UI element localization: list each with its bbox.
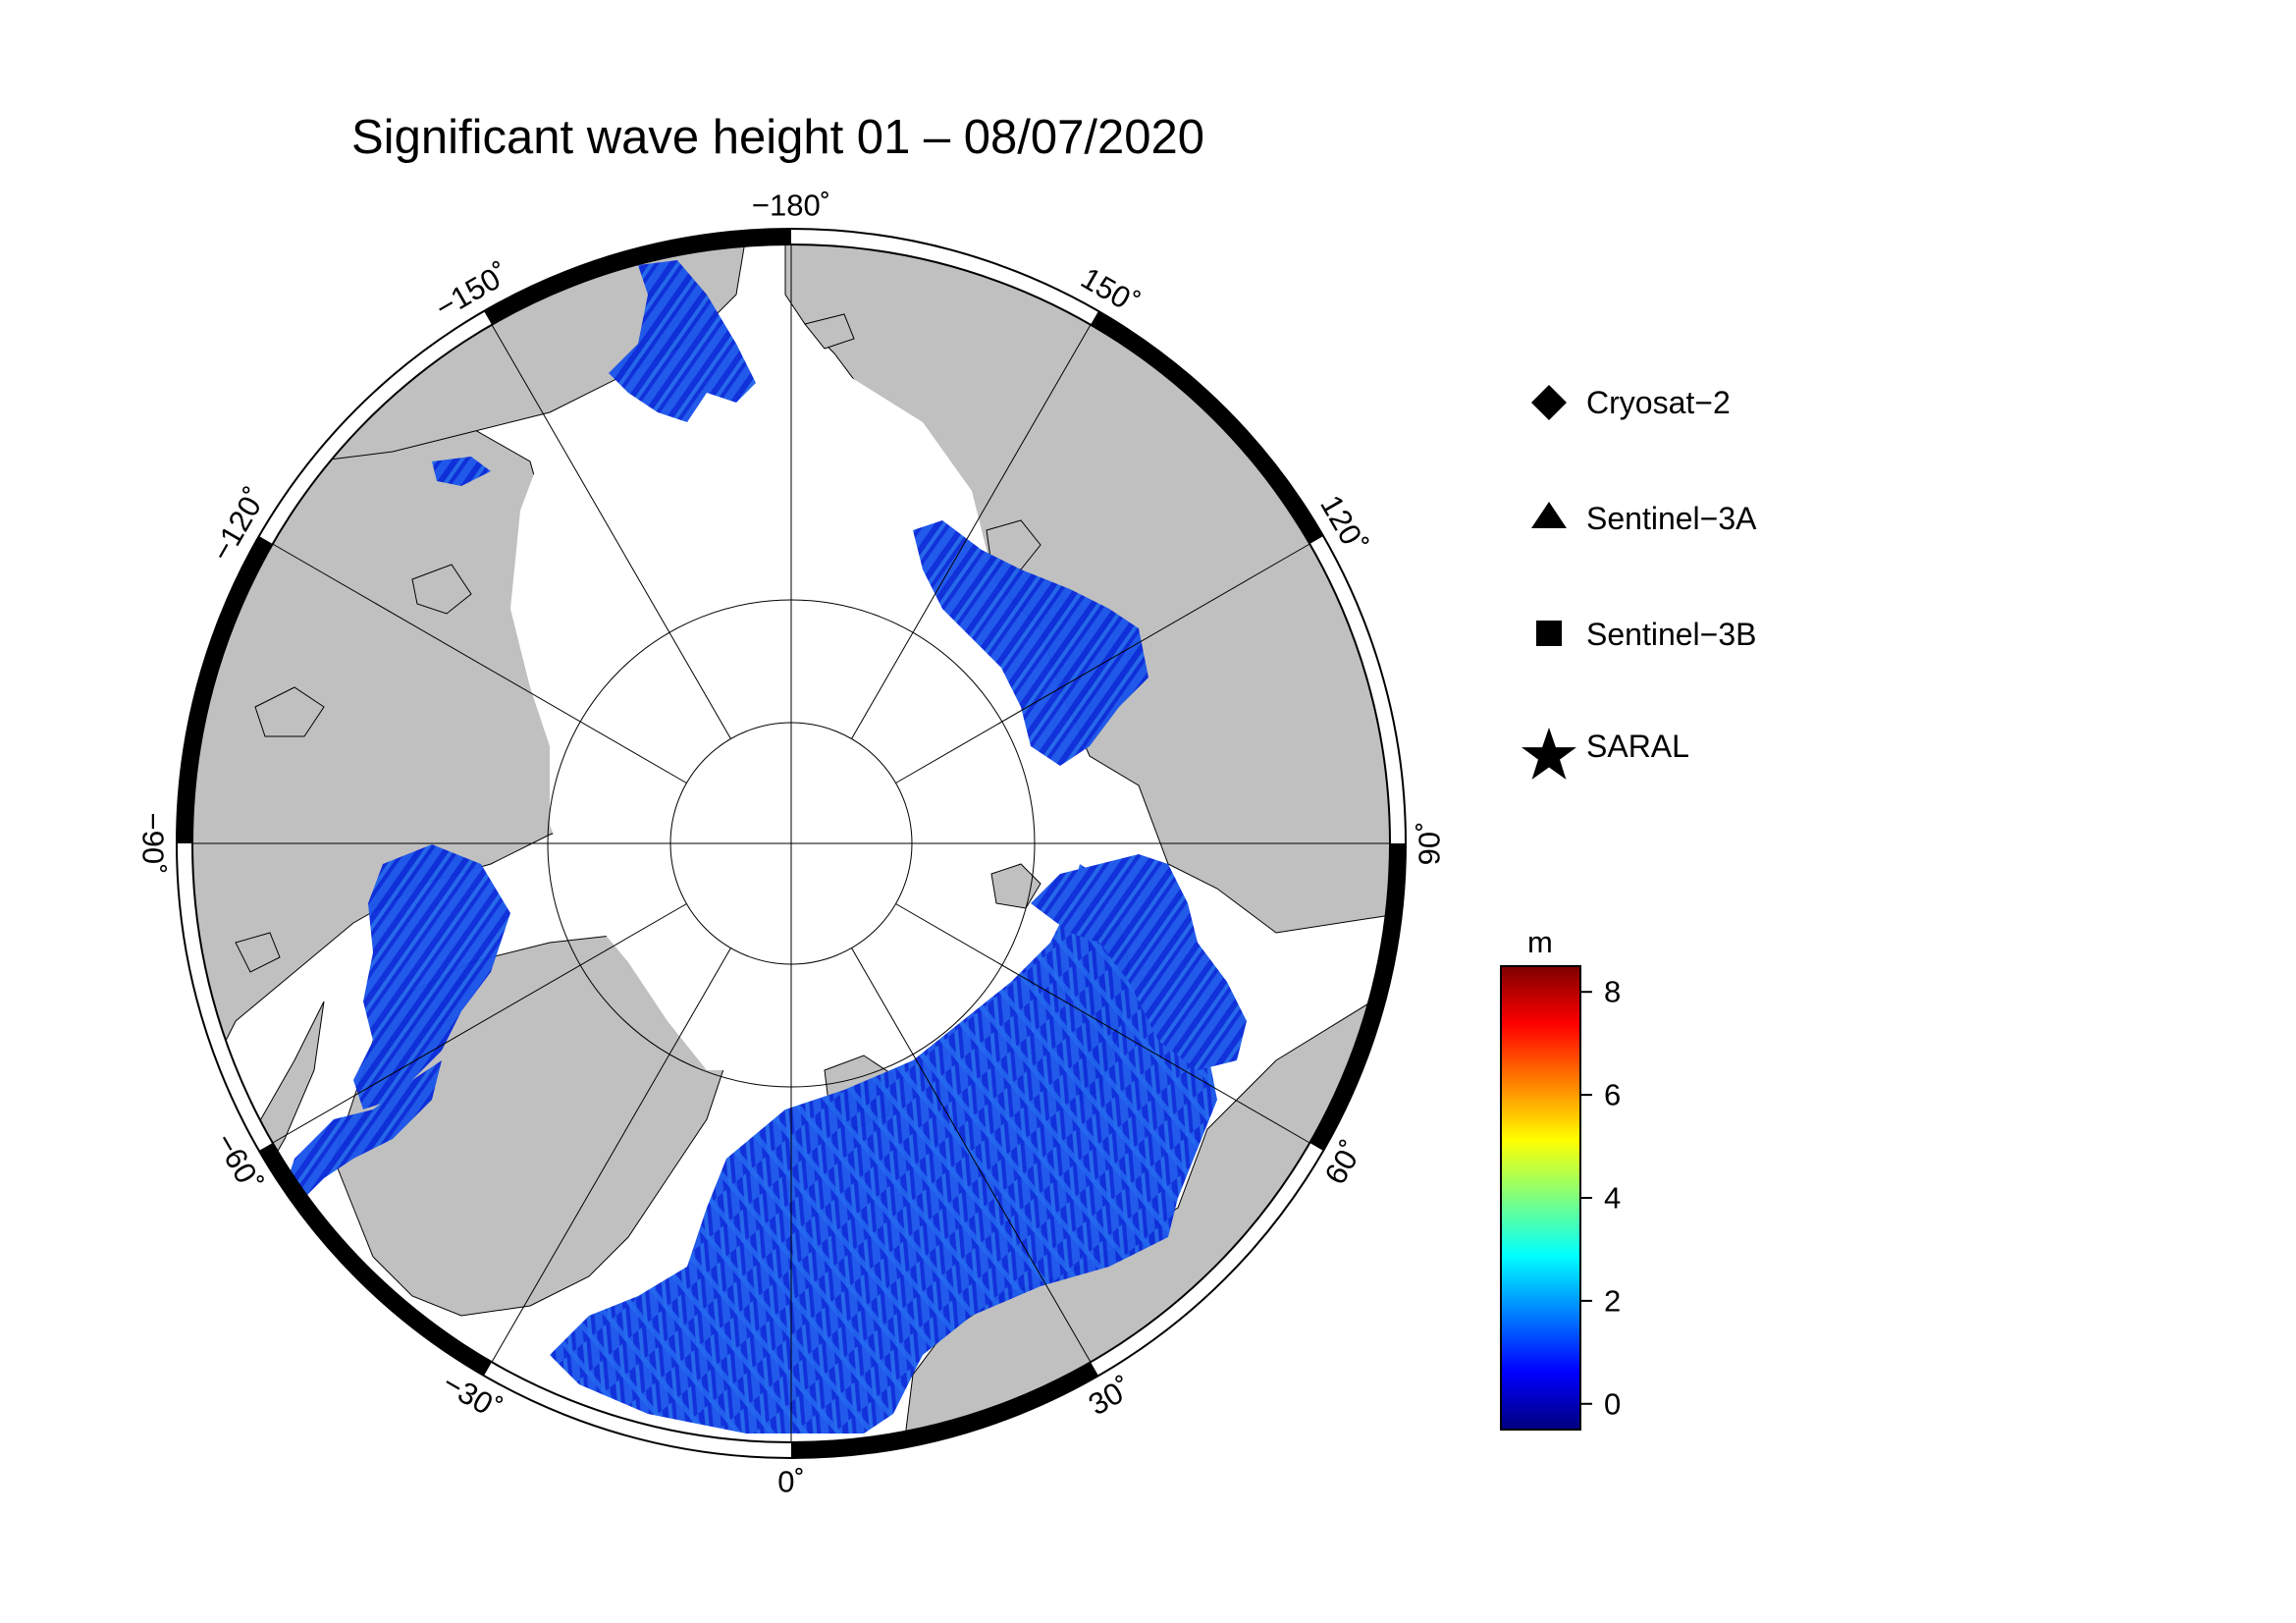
swh-chukchi — [609, 260, 756, 422]
meridian-line — [272, 543, 687, 784]
longitude-label: 150˚ — [1075, 260, 1145, 320]
colorbar-tick-label: 4 — [1604, 1181, 1621, 1216]
diamond-icon — [1531, 385, 1567, 420]
longitude-label: −60˚ — [208, 1127, 269, 1198]
star-icon — [1522, 728, 1576, 780]
frame-segment-black — [177, 536, 273, 844]
meridian-lines — [192, 244, 1390, 1442]
meridian-line — [851, 947, 1092, 1363]
longitude-label: −90˚ — [136, 813, 171, 875]
triangle-icon — [1531, 502, 1567, 528]
land-island-1 — [411, 564, 472, 615]
swh-laptev — [913, 520, 1148, 766]
frame-segment-black — [1309, 842, 1406, 1151]
square-icon — [1536, 621, 1562, 646]
colorbar-tick-label: 0 — [1604, 1386, 1621, 1421]
legend-label-saral: SARAL — [1586, 729, 1689, 764]
legend-item-saral: SARAL — [1522, 728, 1689, 780]
swh-labrador — [285, 1060, 442, 1198]
frame-segment-black — [1090, 310, 1324, 545]
swh-north-atlantic — [550, 864, 1217, 1434]
frame-segment-black — [790, 1362, 1098, 1458]
colorbar-tick-label: 8 — [1604, 975, 1621, 1009]
colorbar-tick-label: 6 — [1604, 1078, 1621, 1112]
sea-ice-layer — [510, 353, 1021, 1070]
frame-segment-black — [258, 1142, 493, 1377]
colorbar-gradient — [1500, 965, 1581, 1431]
legend-label-sentinel-3b: Sentinel−3B — [1586, 617, 1756, 652]
meridian-line — [851, 324, 1092, 739]
graticule — [192, 244, 1390, 1442]
legend-item-sentinel-3b: Sentinel−3B — [1536, 617, 1756, 652]
sea-ice-central — [510, 353, 1021, 1070]
meridian-line — [895, 903, 1310, 1144]
longitude-label: 0˚ — [777, 1465, 805, 1499]
legend-item-sentinel-3a: Sentinel−3A — [1531, 501, 1757, 536]
longitude-label: −180˚ — [752, 189, 830, 223]
polar-map: −180˚150˚120˚90˚60˚30˚0˚−30˚−60˚−90˚−120… — [136, 189, 1447, 1499]
legend-label-sentinel-3a: Sentinel−3A — [1586, 501, 1757, 536]
frame-segment-black — [484, 229, 792, 325]
swh-beaufort — [432, 457, 491, 486]
colorbar-unit: m — [1527, 925, 1553, 959]
colorbar-tick-label: 2 — [1604, 1283, 1621, 1318]
meridian-line — [491, 947, 731, 1363]
longitude-label: −30˚ — [437, 1366, 507, 1427]
meridian-line — [895, 543, 1310, 784]
swh-data-layer — [285, 260, 1247, 1434]
legend: Cryosat−2 Sentinel−3A Sentinel−3B SARAL — [1522, 385, 1757, 780]
legend-label-cryosat: Cryosat−2 — [1586, 385, 1731, 420]
map-title: Significant wave height 01 – 08/07/2020 — [351, 111, 1204, 164]
swh-baffin — [353, 844, 510, 1109]
land-island-3 — [235, 932, 281, 973]
legend-item-cryosat: Cryosat−2 — [1531, 385, 1731, 420]
colorbar-ticks: 0 2 4 6 8 — [1580, 975, 1621, 1421]
land-island-2 — [254, 686, 325, 737]
land-wrangel — [804, 313, 855, 350]
colorbar: m 0 2 4 6 8 — [1500, 925, 1621, 1431]
meridian-line — [272, 903, 687, 1144]
swh-barents — [1031, 854, 1247, 1070]
meridian-line — [491, 324, 731, 739]
longitude-label: 90˚ — [1413, 822, 1447, 866]
longitude-label: 120˚ — [1313, 489, 1373, 559]
frame-segments — [177, 229, 1406, 1458]
